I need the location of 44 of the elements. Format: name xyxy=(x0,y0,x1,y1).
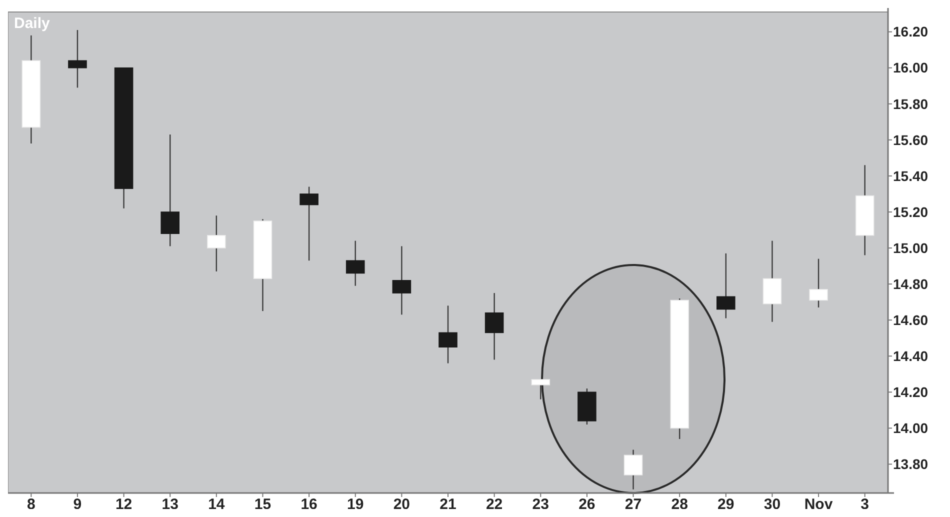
y-tick-label: 15.60 xyxy=(893,132,928,148)
candlestick xyxy=(438,305,458,364)
candlestick xyxy=(809,258,828,308)
y-tick-label: 16.20 xyxy=(893,24,928,40)
x-tick-label: 15 xyxy=(254,496,272,513)
y-tick-label: 14.60 xyxy=(893,312,928,328)
y-tick-label: 15.40 xyxy=(893,168,928,184)
x-tick-label: 29 xyxy=(718,496,734,513)
x-tick-label: 23 xyxy=(532,496,549,513)
x-tick-label: 3 xyxy=(860,496,870,513)
y-tick-label: 15.00 xyxy=(893,240,928,256)
x-tick-label: 12 xyxy=(115,496,132,513)
y-tick-label: 14.80 xyxy=(893,276,928,292)
y-tick-label: 16.00 xyxy=(893,60,928,76)
x-tick-label: 19 xyxy=(347,496,364,513)
y-tick-label: 14.40 xyxy=(893,348,928,364)
x-tick-label: 27 xyxy=(624,496,642,513)
candlestick xyxy=(392,246,412,316)
x-tick-label: 22 xyxy=(486,496,503,513)
candlestick xyxy=(300,186,318,262)
candlestick xyxy=(531,378,550,400)
candlestick xyxy=(207,214,226,272)
x-tick-label: 21 xyxy=(440,496,456,513)
candlestick xyxy=(346,240,365,286)
y-tick-label: 15.20 xyxy=(893,204,928,220)
x-tick-label: 8 xyxy=(26,496,36,513)
y-tick-label: 13.80 xyxy=(893,456,928,472)
candlestick xyxy=(624,449,643,490)
x-tick-label: Nov xyxy=(804,496,834,513)
candlestick xyxy=(68,29,87,88)
candlestick xyxy=(160,134,180,247)
x-tick-label: 9 xyxy=(73,496,82,513)
candlestick xyxy=(716,252,736,319)
x-tick-label: 13 xyxy=(162,496,178,513)
y-tick-label: 15.80 xyxy=(893,96,928,112)
y-tick-label: 14.20 xyxy=(893,384,928,400)
x-tick-label: 28 xyxy=(671,496,688,513)
x-tick-label: 16 xyxy=(300,496,318,513)
x-tick-label: 14 xyxy=(208,496,226,513)
y-tick-label: 14.00 xyxy=(893,420,928,436)
x-tick-label: 20 xyxy=(393,496,410,513)
x-tick-label: 30 xyxy=(764,496,781,513)
x-tick-label: 26 xyxy=(578,496,596,513)
candlestick xyxy=(484,292,504,360)
